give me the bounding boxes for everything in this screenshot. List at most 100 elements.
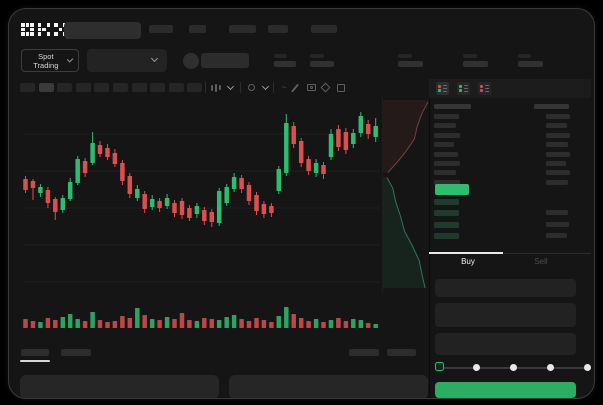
timeframe-button[interactable] <box>187 83 203 92</box>
timeframe-button[interactable] <box>113 83 128 92</box>
stat-label-placeholder <box>274 54 287 58</box>
chevron-down-icon[interactable] <box>261 82 270 93</box>
bottom-action-placeholder[interactable] <box>349 349 379 356</box>
ask-row-price[interactable] <box>434 170 456 176</box>
order-total-field[interactable] <box>435 333 576 355</box>
last-price-placeholder <box>201 53 249 68</box>
slider-step-dot[interactable] <box>472 363 480 371</box>
orderbook-view-all-icon[interactable] <box>436 82 449 95</box>
slider-handle[interactable] <box>434 362 444 371</box>
active-tab-underline <box>429 252 503 254</box>
slider-step-dot[interactable] <box>583 363 591 371</box>
nav-item[interactable] <box>229 25 256 33</box>
ask-row-price[interactable] <box>434 142 454 148</box>
nav-item[interactable] <box>268 25 288 33</box>
ask-row-price[interactable] <box>434 179 460 185</box>
ticker-stat <box>463 54 488 67</box>
bid-row-price[interactable] <box>434 221 459 228</box>
tab-sell[interactable]: Sell <box>534 257 548 266</box>
slider-step-dot[interactable] <box>509 363 517 371</box>
timeframe-button[interactable] <box>168 83 184 92</box>
timeframe-button[interactable] <box>57 83 73 92</box>
timeframe-button[interactable] <box>75 83 91 92</box>
ask-row-price[interactable] <box>434 123 456 129</box>
timeframe-button[interactable] <box>150 83 166 92</box>
pair-selector-dropdown[interactable] <box>87 49 167 72</box>
orders-panel <box>20 375 219 398</box>
orderbook-header-amount <box>534 104 569 109</box>
chart-style-icon[interactable] <box>211 82 221 93</box>
bid-row-price[interactable] <box>434 198 459 205</box>
ask-row-price[interactable] <box>434 132 460 138</box>
toolbar-divider <box>240 82 241 93</box>
bottom-action-placeholder[interactable] <box>387 349 416 356</box>
assets-panel <box>229 375 428 398</box>
ask-row-amount[interactable] <box>546 142 568 148</box>
toolbar-divider <box>273 82 274 93</box>
orderbook-view-bids-icon[interactable] <box>457 82 470 95</box>
bid-row-amount[interactable] <box>546 233 567 238</box>
chevron-down-icon[interactable] <box>226 82 235 93</box>
ask-row-amount[interactable] <box>546 179 568 185</box>
orderbook-last-price[interactable] <box>435 184 469 195</box>
toolbar-divider <box>205 82 206 93</box>
ask-row-amount[interactable] <box>546 170 570 176</box>
stat-value-placeholder <box>518 61 543 67</box>
bid-row-amount[interactable] <box>546 210 568 215</box>
orderbook-view-asks-icon[interactable] <box>478 82 491 95</box>
bid-row-price[interactable] <box>434 233 459 239</box>
candlestick-chart[interactable] <box>17 96 381 341</box>
coin-avatar <box>183 53 199 69</box>
bottom-tab-open-orders[interactable] <box>21 349 49 356</box>
slider-step-dot[interactable] <box>546 363 554 371</box>
stat-value-placeholder <box>274 61 296 67</box>
orderbook-header-price <box>434 104 471 109</box>
timeframe-button[interactable] <box>131 83 147 92</box>
ask-row-price[interactable] <box>434 114 459 119</box>
market-type-label: Spot Trading <box>33 51 59 70</box>
app-window: Spot Trading ~ <box>8 8 595 399</box>
tab-buy[interactable]: Buy <box>461 257 475 266</box>
timeframe-button[interactable] <box>20 83 35 92</box>
stat-label-placeholder <box>518 54 531 58</box>
timeframe-button[interactable] <box>38 83 54 92</box>
ticker-stat <box>274 54 296 67</box>
draw-tool-icon[interactable] <box>290 82 299 93</box>
stat-value-placeholder <box>310 61 334 67</box>
bottom-active-tab-underline <box>20 360 50 362</box>
ask-row-amount[interactable] <box>546 151 570 157</box>
search-input[interactable] <box>64 22 141 39</box>
buy-submit-button[interactable] <box>435 382 576 398</box>
ask-row-amount[interactable] <box>546 132 570 138</box>
stat-label-placeholder <box>398 54 412 58</box>
ticker-stat <box>518 54 543 67</box>
ask-row-amount[interactable] <box>546 123 567 129</box>
stat-label-placeholder <box>310 54 324 58</box>
line-tool-icon[interactable]: ~ <box>281 83 287 92</box>
indicators-icon[interactable] <box>248 82 255 93</box>
market-type-dropdown[interactable]: Spot Trading <box>21 49 79 72</box>
bottom-tab-order-history[interactable] <box>61 349 91 356</box>
timeframe-button[interactable] <box>94 83 110 92</box>
ask-row-amount[interactable] <box>546 114 570 119</box>
trade-tabs-divider <box>429 253 591 254</box>
stat-label-placeholder <box>463 54 477 58</box>
settings-gear-icon[interactable] <box>320 82 331 93</box>
ticker-stat <box>398 54 423 67</box>
ticker-stat <box>310 54 334 67</box>
depth-chart-strip <box>382 96 429 293</box>
fullscreen-icon[interactable] <box>337 82 345 93</box>
ask-row-price[interactable] <box>434 161 460 166</box>
nav-item[interactable] <box>311 25 337 33</box>
screenshot-camera-icon[interactable] <box>307 82 316 93</box>
bid-row-amount[interactable] <box>546 221 569 227</box>
bid-row-price[interactable] <box>434 210 459 216</box>
stat-value-placeholder <box>398 61 423 67</box>
ask-row-price[interactable] <box>434 151 458 157</box>
order-price-field[interactable] <box>435 279 576 297</box>
panel-divider <box>429 79 430 398</box>
order-amount-field[interactable] <box>435 303 576 327</box>
ask-row-amount[interactable] <box>546 161 566 166</box>
nav-item[interactable] <box>149 25 173 33</box>
nav-item[interactable] <box>189 25 206 33</box>
